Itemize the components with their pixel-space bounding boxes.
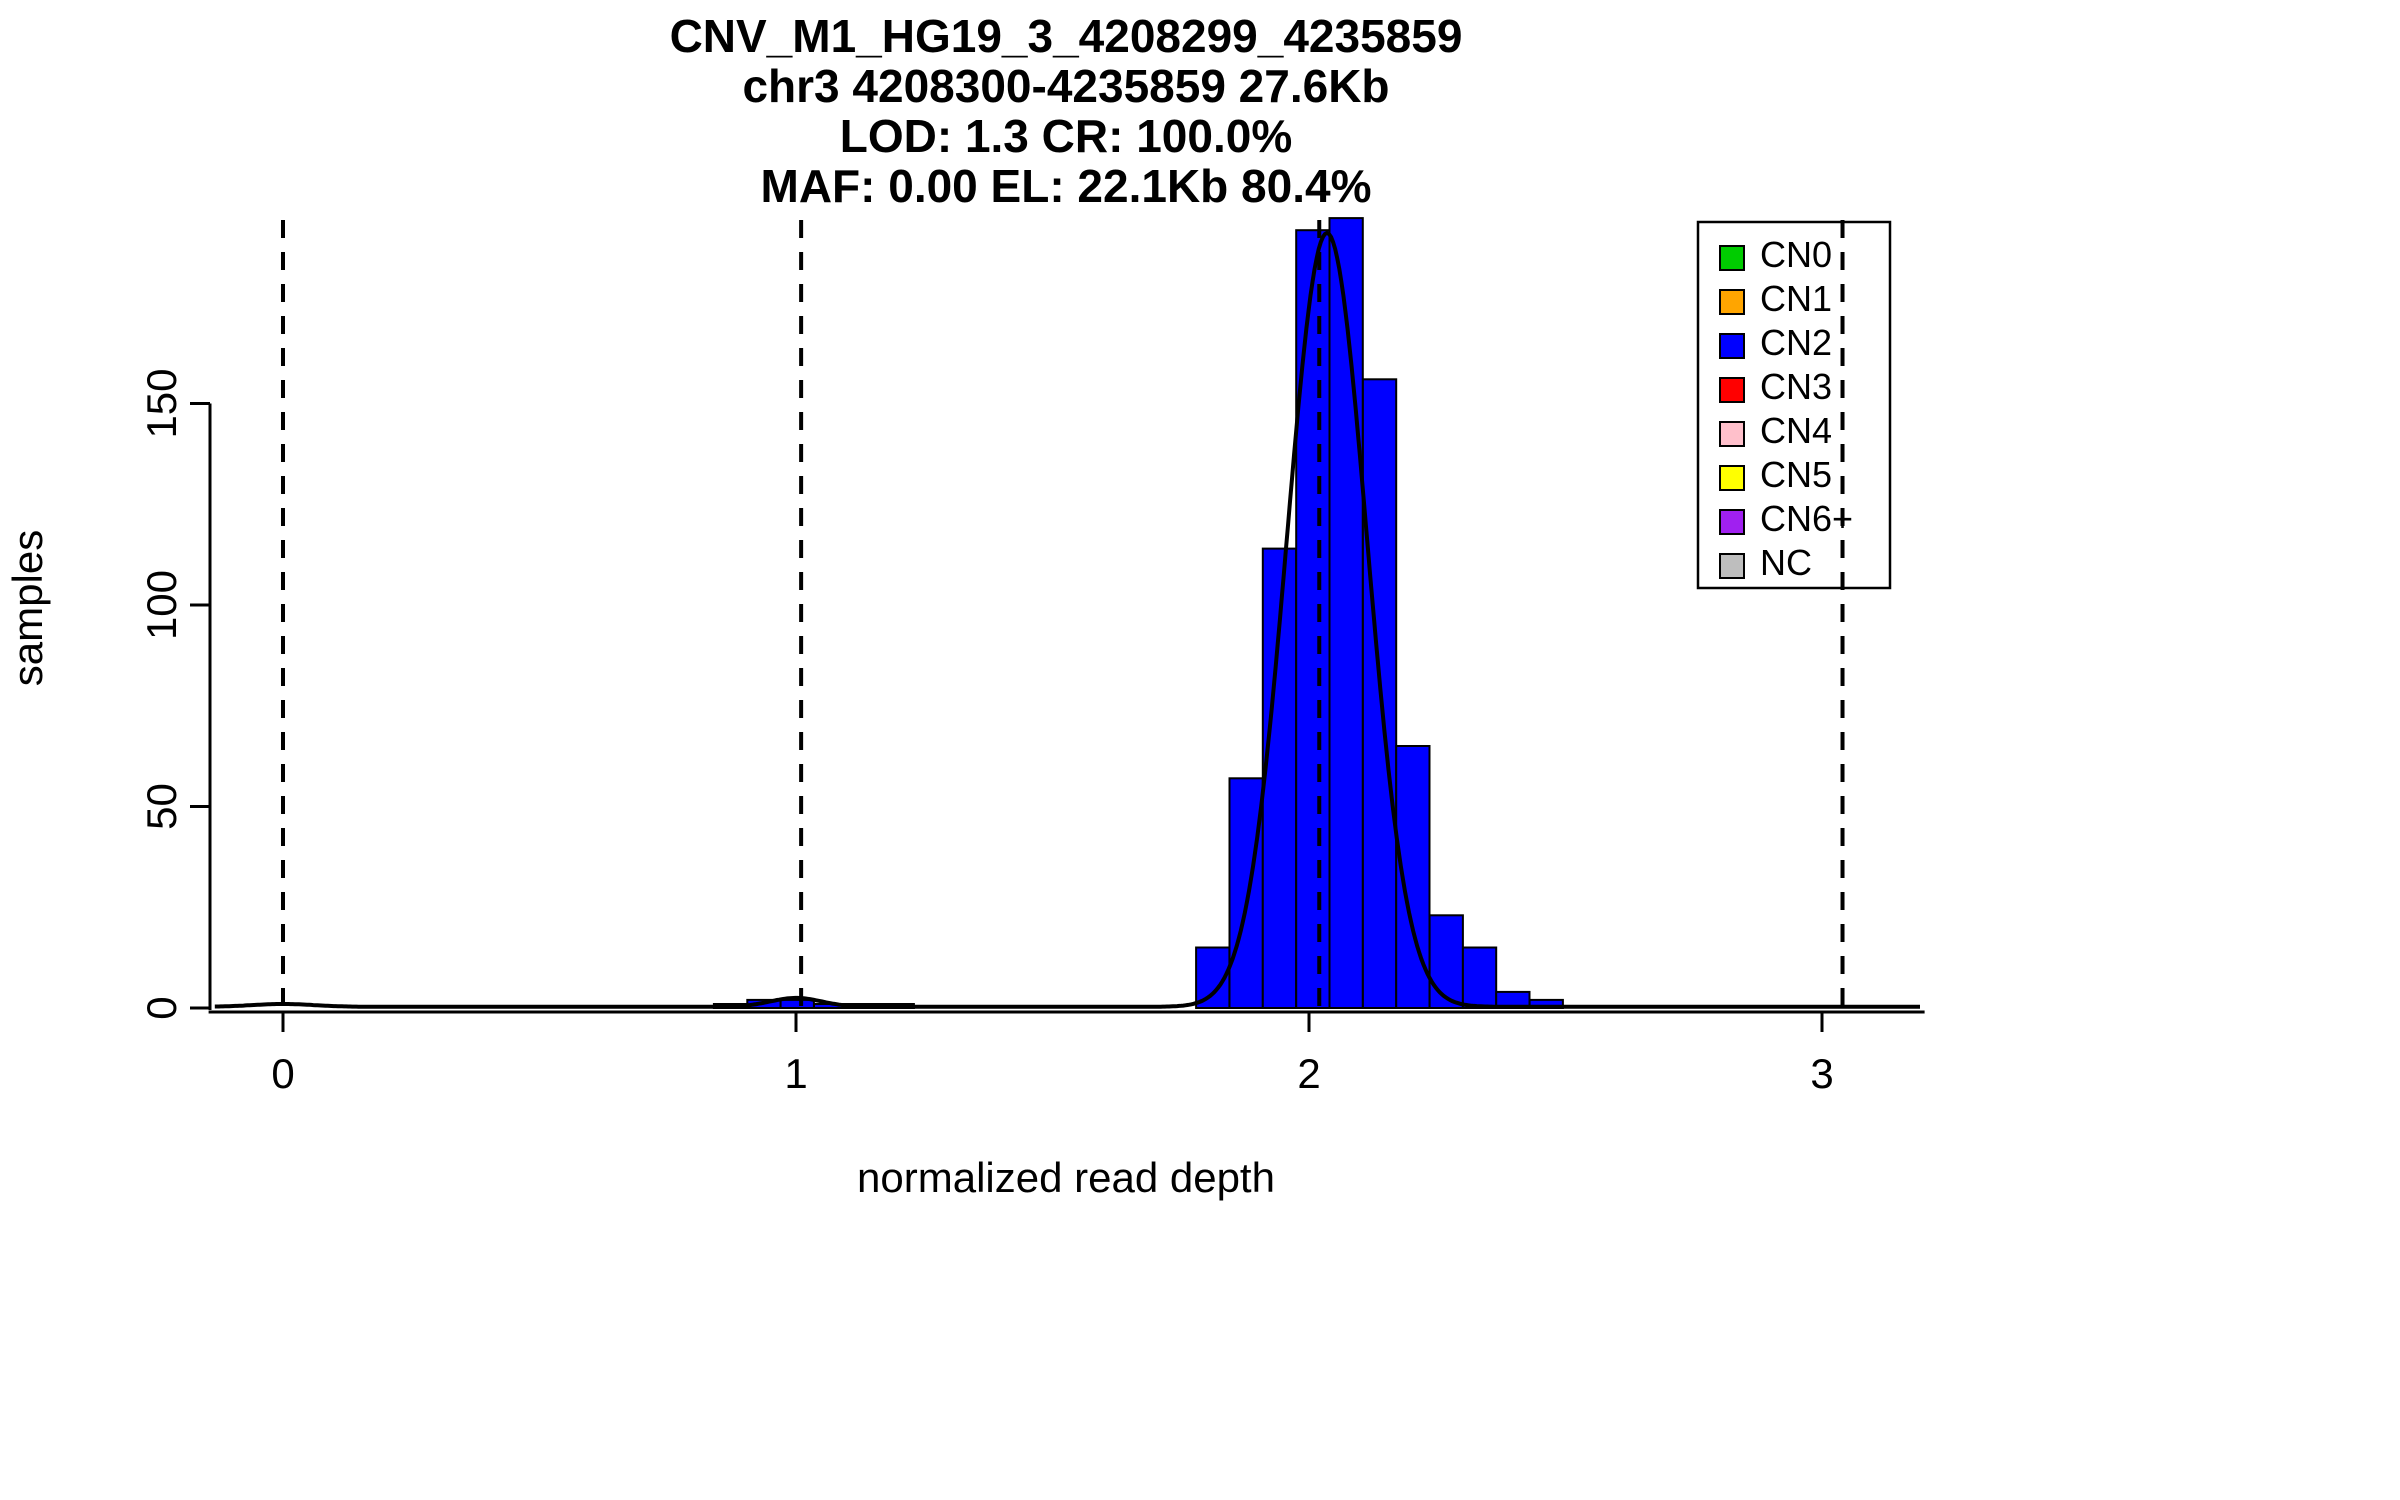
legend-label: CN0 bbox=[1760, 234, 1832, 275]
x-axis-label: normalized read depth bbox=[857, 1154, 1275, 1201]
legend-label: NC bbox=[1760, 542, 1812, 583]
legend-swatch-cn6plus bbox=[1719, 509, 1745, 535]
x-tick-label: 2 bbox=[1297, 1050, 1320, 1097]
plot-title-line1: CNV_M1_HG19_3_4208299_4235859 bbox=[670, 10, 1463, 62]
legend-swatch-cn0 bbox=[1719, 245, 1745, 271]
legend-label: CN4 bbox=[1760, 410, 1832, 451]
legend-label: CN5 bbox=[1760, 454, 1832, 495]
histogram-bar bbox=[1361, 378, 1398, 1009]
legend-swatch-cn4 bbox=[1719, 421, 1745, 447]
legend-label: CN1 bbox=[1760, 278, 1832, 319]
x-tick-label: 1 bbox=[784, 1050, 807, 1097]
legend-swatch-cn1 bbox=[1719, 289, 1745, 315]
plot-title-line4: MAF: 0.00 EL: 22.1Kb 80.4% bbox=[761, 160, 1372, 212]
legend-swatch-cn5 bbox=[1719, 465, 1745, 491]
x-tick-label: 3 bbox=[1810, 1050, 1833, 1097]
histogram-bar bbox=[1295, 229, 1331, 1009]
histogram-bar bbox=[1428, 914, 1464, 1009]
histogram-bar bbox=[1461, 946, 1498, 1009]
y-tick-label: 50 bbox=[138, 783, 185, 830]
legend-label: CN2 bbox=[1760, 322, 1832, 363]
histogram-bar bbox=[1328, 217, 1364, 1010]
y-axis-label: samples bbox=[4, 530, 51, 686]
legend-swatch-cn2 bbox=[1719, 333, 1745, 359]
y-tick-label: 0 bbox=[138, 996, 185, 1019]
legend-swatch-nc bbox=[1719, 553, 1745, 579]
density-curve bbox=[214, 230, 1920, 1009]
legend-label: CN6+ bbox=[1760, 498, 1853, 539]
y-tick-label: 150 bbox=[138, 368, 185, 438]
legend-swatch-cn3 bbox=[1719, 377, 1745, 403]
histogram-bar bbox=[1228, 777, 1264, 1009]
legend-box bbox=[1696, 220, 1892, 590]
histogram-bar bbox=[779, 998, 815, 1010]
plot-title-line2: chr3 4208300-4235859 27.6Kb bbox=[742, 60, 1389, 112]
plot-title-line3: LOD: 1.3 CR: 100.0% bbox=[840, 110, 1292, 162]
x-tick-label: 0 bbox=[271, 1050, 294, 1097]
y-tick-label: 100 bbox=[138, 570, 185, 640]
legend-label: CN3 bbox=[1760, 366, 1832, 407]
